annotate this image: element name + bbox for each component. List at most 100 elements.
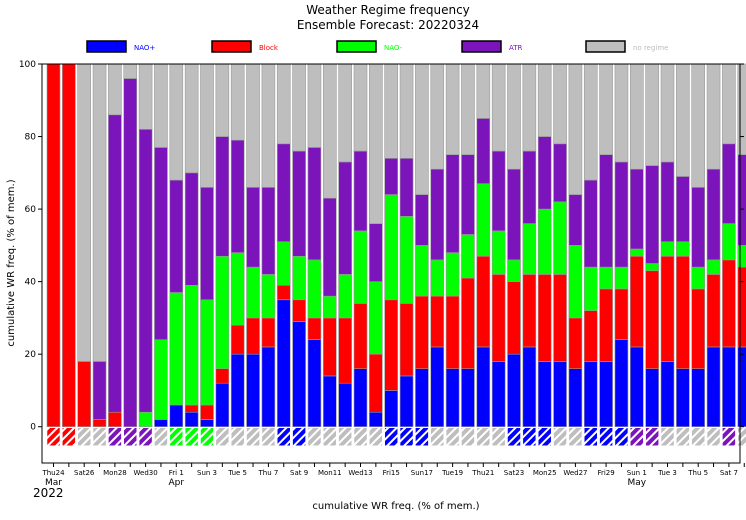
bar-block-2022-04-02 <box>184 404 199 413</box>
x-tick-label-2022-04-11: Mon11 <box>318 469 342 477</box>
bar-atr-2022-04-28 <box>583 179 598 268</box>
marker-2022-04-29 <box>599 427 613 446</box>
marker-2022-04-15 <box>384 427 398 446</box>
bar-nao-minus-2022-04-22 <box>491 230 506 275</box>
bar-no-regime-2022-04-14 <box>369 63 383 224</box>
legend-swatch-no-regime <box>585 40 626 53</box>
bar-nao-plus-2022-05-03 <box>660 361 675 428</box>
x-tick-label-2022-04-07: Thu 7 <box>257 469 278 477</box>
bar-nao-minus-2022-04-11 <box>322 295 337 319</box>
bar-no-regime-2022-03-27 <box>92 63 107 362</box>
bar-no-regime-2022-04-09 <box>292 63 306 152</box>
bar-nao-minus-2022-05-04 <box>676 241 690 257</box>
x-tick-label-2022-04-27: Wed27 <box>563 469 587 477</box>
bar-nao-plus-2022-04-17 <box>415 368 429 428</box>
bar-nao-plus-2022-04-29 <box>599 361 613 428</box>
x-tick-label-2022-04-05: Tue 5 <box>227 469 247 477</box>
bar-no-regime-2022-05-05 <box>691 63 706 188</box>
bar-atr-2022-04-15 <box>384 158 399 195</box>
bar-atr-2022-05-01 <box>629 168 644 250</box>
bar-block-2022-03-26 <box>77 361 91 428</box>
bar-nao-plus-2022-04-08 <box>276 299 291 428</box>
marker-2022-03-25 <box>62 427 76 446</box>
bar-no-regime-2022-03-30 <box>138 63 153 130</box>
bar-block-2022-05-01 <box>629 255 644 348</box>
bar-block-2022-04-23 <box>507 281 521 355</box>
bar-nao-minus-2022-03-31 <box>154 339 168 420</box>
bar-no-regime-2022-04-19 <box>445 63 460 155</box>
y-tick-label-60: 60 <box>25 205 37 215</box>
bar-atr-2022-04-25 <box>537 136 552 210</box>
bar-nao-minus-2022-04-10 <box>307 259 322 319</box>
marker-2022-05-05 <box>691 427 705 446</box>
bar-no-regime-2022-04-10 <box>307 63 322 148</box>
bar-atr-2022-04-20 <box>461 154 475 235</box>
marker-2022-04-04 <box>215 427 230 446</box>
y-tick-label-40: 40 <box>25 278 37 288</box>
bar-no-regime-2022-05-03 <box>660 63 675 163</box>
bar-block-2022-04-11 <box>322 317 337 377</box>
bar-block-2022-04-20 <box>461 277 475 369</box>
bar-nao-minus-2022-04-16 <box>399 216 414 304</box>
bar-nao-plus-2022-04-02 <box>184 411 199 428</box>
x-tick-label-2022-04-01: Fri 1 <box>169 469 184 477</box>
bar-nao-minus-2022-04-20 <box>461 234 475 279</box>
x-tick-label-2022-04-19: Tue19 <box>441 469 463 477</box>
bar-no-regime-2022-04-05 <box>230 63 245 141</box>
bar-nao-minus-2022-04-05 <box>230 252 245 326</box>
bar-nao-plus-2022-04-25 <box>537 361 552 428</box>
bar-nao-minus-2022-04-24 <box>522 223 537 275</box>
marker-2022-04-07 <box>261 427 276 446</box>
x-tick-label-2022-03-28: Mon28 <box>103 469 127 477</box>
marker-2022-03-26 <box>77 427 91 446</box>
marker-2022-04-21 <box>476 427 491 446</box>
legend-label-atr: ATR <box>509 44 523 52</box>
bar-atr-2022-04-27 <box>568 194 583 246</box>
bar-block-2022-04-25 <box>537 274 552 362</box>
bar-nao-minus-2022-04-04 <box>215 255 230 369</box>
bar-nao-plus-2022-04-27 <box>568 368 583 428</box>
x-tick-label-2022-03-26: Sat26 <box>74 469 95 477</box>
chart-title: Weather Regime frequency <box>306 3 470 17</box>
bar-nao-plus-2022-03-31 <box>154 419 168 428</box>
legend: NAO+ Block NAO- ATR no regime <box>86 40 669 53</box>
bar-atr-2022-04-19 <box>445 154 460 253</box>
bar-nao-minus-2022-04-13 <box>353 230 368 304</box>
bar-nao-plus-2022-04-26 <box>553 361 567 428</box>
bar-block-2022-05-07 <box>722 259 736 348</box>
bar-block-2022-04-15 <box>384 299 399 391</box>
bar-nao-minus-2022-04-15 <box>384 194 399 301</box>
bar-nao-minus-2022-04-27 <box>568 245 583 319</box>
bar-atr-2022-03-29 <box>123 78 138 428</box>
marker-2022-05-08 <box>737 427 746 446</box>
bar-no-regime-2022-04-18 <box>430 63 445 170</box>
bar-no-regime-2022-05-08 <box>737 63 746 155</box>
bar-atr-2022-04-23 <box>507 168 521 261</box>
bar-nao-minus-2022-04-26 <box>553 201 567 275</box>
bar-nao-minus-2022-05-03 <box>660 241 675 257</box>
bar-nao-minus-2022-04-03 <box>200 299 214 406</box>
bar-atr-2022-04-10 <box>307 147 322 261</box>
bar-no-regime-2022-04-28 <box>583 63 598 181</box>
x-tick-label-2022-04-15: Fri15 <box>383 469 400 477</box>
bar-nao-minus-2022-05-07 <box>722 223 736 261</box>
bar-nao-minus-2022-04-07 <box>261 274 276 319</box>
marker-2022-04-14 <box>369 427 383 446</box>
bar-nao-plus-2022-04-23 <box>507 353 521 428</box>
legend-swatch-block <box>211 40 252 53</box>
x-axis: Thu24 Sat26 Mon28 Wed30 Fri 1 Sun 3 Tue 5 Thu 7… <box>41 463 745 488</box>
bar-nao-plus-2022-04-15 <box>384 390 399 428</box>
bar-nao-plus-2022-04-09 <box>292 321 306 428</box>
marker-2022-04-18 <box>430 427 444 446</box>
bar-nao-minus-2022-05-05 <box>691 266 706 290</box>
bar-no-regime-2022-04-29 <box>599 63 613 155</box>
y-tick-label-80: 80 <box>25 133 37 143</box>
marker-2022-05-02 <box>645 427 659 446</box>
marker-2022-04-10 <box>307 427 322 446</box>
bar-atr-2022-04-24 <box>522 150 537 224</box>
bar-no-regime-2022-04-07 <box>261 63 276 188</box>
bar-no-regime-2022-05-04 <box>676 63 690 177</box>
marker-2022-04-23 <box>507 427 521 446</box>
